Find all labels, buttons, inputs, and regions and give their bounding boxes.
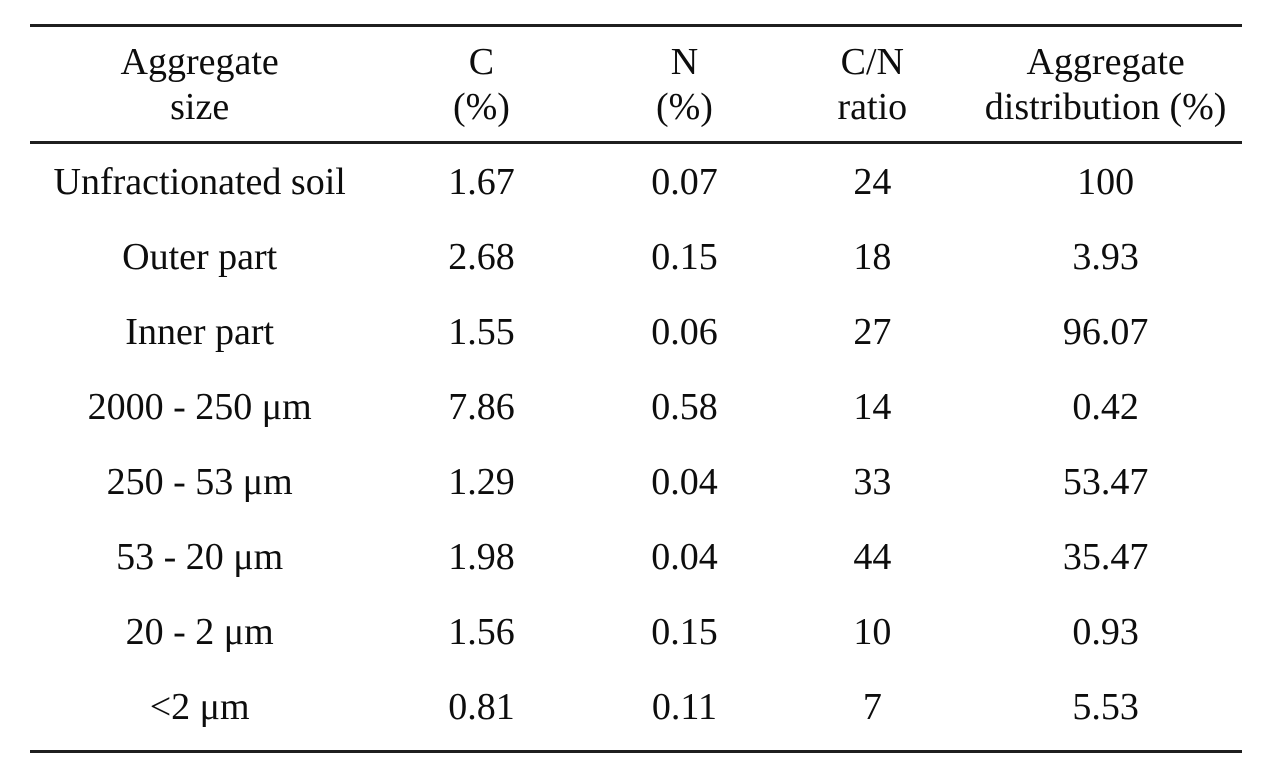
column-header-label: Aggregate: [1026, 41, 1185, 83]
cell-aggregate-distribution: 0.42: [1072, 385, 1139, 428]
column-header-label: N: [670, 41, 699, 83]
column-header-cn-ratio: C/N ratio: [775, 40, 969, 130]
cell-n-percent: 0.58: [651, 385, 718, 428]
cell-n-percent: 0.15: [651, 235, 718, 278]
cell-n-percent: 0.06: [651, 310, 718, 353]
cell-cn-ratio: 10: [853, 610, 892, 653]
cell-aggregate-size: Outer part: [122, 235, 278, 278]
cell-c-percent: 1.98: [448, 535, 515, 578]
column-header-label: Aggregate: [120, 41, 279, 83]
cell-aggregate-distribution: 3.93: [1072, 235, 1139, 278]
cell-aggregate-size: 250 - 53 μm: [106, 460, 293, 503]
header-separator-rule: [30, 141, 1242, 144]
cell-aggregate-distribution: 5.53: [1072, 685, 1139, 728]
cell-aggregate-distribution: 35.47: [1062, 535, 1149, 578]
cell-aggregate-size: Inner part: [125, 310, 275, 353]
cell-c-percent: 1.55: [448, 310, 515, 353]
cell-aggregate-distribution: 96.07: [1062, 310, 1149, 353]
cell-c-percent: 7.86: [448, 385, 515, 428]
cell-c-percent: 1.29: [448, 460, 515, 503]
table-row: <2 μm 0.81 0.11 7 5.53: [30, 669, 1242, 744]
cell-aggregate-size: <2 μm: [149, 685, 250, 728]
aggregate-table: Aggregate size C (%) N (%) C/N ratio Agg…: [30, 24, 1242, 753]
cell-n-percent: 0.11: [651, 685, 718, 728]
column-header-label: distribution (%): [984, 86, 1227, 128]
column-header-label: C: [468, 41, 495, 83]
cell-cn-ratio: 33: [853, 460, 892, 503]
column-header-c-percent: C (%): [369, 40, 593, 130]
cell-aggregate-distribution: 0.93: [1072, 610, 1139, 653]
column-header-n-percent: N (%): [594, 40, 776, 130]
cell-cn-ratio: 27: [853, 310, 892, 353]
column-header-label: ratio: [837, 86, 908, 128]
table-header-row: Aggregate size C (%) N (%) C/N ratio Agg…: [30, 27, 1242, 141]
column-header-aggregate-size: Aggregate size: [30, 40, 369, 130]
cell-cn-ratio: 24: [853, 160, 892, 203]
cell-c-percent: 1.56: [448, 610, 515, 653]
table-row: Inner part 1.55 0.06 27 96.07: [30, 294, 1242, 369]
table-row: 250 - 53 μm 1.29 0.04 33 53.47: [30, 444, 1242, 519]
cell-cn-ratio: 44: [853, 535, 892, 578]
cell-n-percent: 0.04: [651, 535, 718, 578]
table-row: 53 - 20 μm 1.98 0.04 44 35.47: [30, 519, 1242, 594]
bottom-rule: [30, 750, 1242, 753]
cell-c-percent: 0.81: [448, 685, 515, 728]
cell-aggregate-size: 53 - 20 μm: [116, 535, 284, 578]
cell-aggregate-distribution: 53.47: [1062, 460, 1149, 503]
cell-cn-ratio: 18: [853, 235, 892, 278]
column-header-label: (%): [452, 86, 510, 128]
cell-c-percent: 1.67: [448, 160, 515, 203]
cell-aggregate-distribution: 100: [1077, 160, 1135, 203]
cell-aggregate-size: 20 - 2 μm: [125, 610, 274, 653]
column-header-aggregate-distribution: Aggregate distribution (%): [969, 40, 1242, 130]
table-row: 20 - 2 μm 1.56 0.15 10 0.93: [30, 594, 1242, 669]
cell-c-percent: 2.68: [448, 235, 515, 278]
cell-n-percent: 0.15: [651, 610, 718, 653]
table-row: 2000 - 250 μm 7.86 0.58 14 0.42: [30, 369, 1242, 444]
cell-cn-ratio: 14: [853, 385, 892, 428]
table-row: Outer part 2.68 0.15 18 3.93: [30, 219, 1242, 294]
cell-aggregate-size: Unfractionated soil: [53, 160, 346, 203]
column-header-label: size: [170, 86, 230, 128]
cell-aggregate-size: 2000 - 250 μm: [87, 385, 312, 428]
cell-n-percent: 0.07: [651, 160, 718, 203]
column-header-label: C/N: [840, 41, 904, 83]
table-row: Unfractionated soil 1.67 0.07 24 100: [30, 144, 1242, 219]
table-body: Unfractionated soil 1.67 0.07 24 100 Out…: [30, 144, 1242, 750]
top-rule: [30, 24, 1242, 27]
cell-n-percent: 0.04: [651, 460, 718, 503]
column-header-label: (%): [655, 86, 713, 128]
cell-cn-ratio: 7: [862, 685, 882, 728]
